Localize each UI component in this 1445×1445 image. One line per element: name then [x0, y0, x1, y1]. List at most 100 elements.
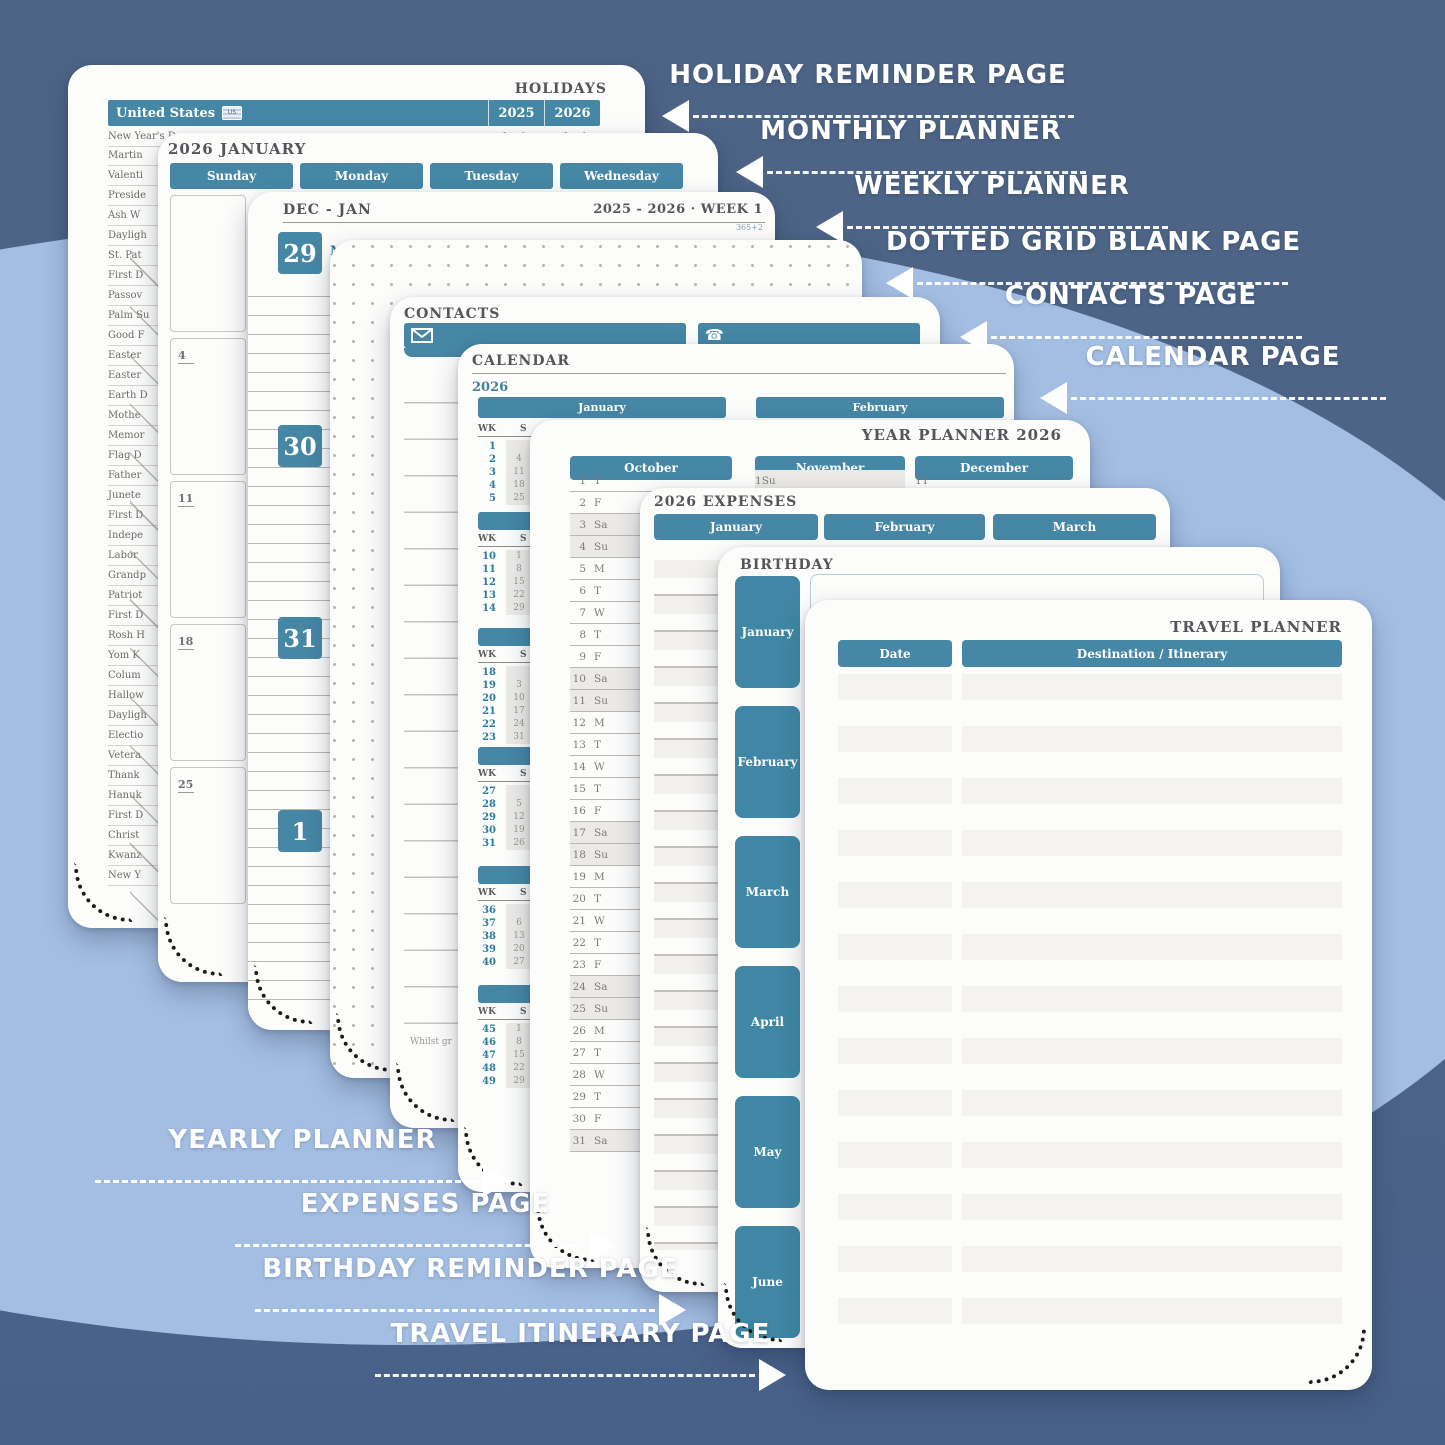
- weekday-header: Sunday: [170, 163, 293, 189]
- wk-column-header: WK: [478, 1007, 496, 1017]
- weekday-abbr: Sa: [594, 1134, 608, 1147]
- week-row: 29 12: [478, 811, 738, 824]
- year-planner-title: YEAR PLANNER 2026: [861, 426, 1062, 444]
- week-row: 11 8: [478, 563, 738, 576]
- weekday-abbr: T: [594, 892, 602, 905]
- week-row: 31 26: [478, 837, 738, 850]
- day-number-square: 31: [278, 617, 322, 659]
- year-2025-header: 2025: [488, 100, 544, 126]
- day-number: 5: [579, 562, 586, 575]
- month-tab: January: [735, 576, 800, 688]
- weekday-abbr: Su: [594, 540, 608, 553]
- weekday-abbr: F: [594, 496, 602, 509]
- birthday-title: BIRTHDAY: [740, 557, 834, 573]
- week-number: 1: [489, 441, 496, 452]
- day-number: 20: [572, 892, 586, 905]
- sunday-date: 4: [506, 453, 532, 466]
- expenses-title: 2026 EXPENSES: [654, 494, 798, 510]
- week-row: 12 15: [478, 576, 738, 589]
- holiday-name: Dayligh: [108, 230, 147, 241]
- holiday-name: Dayligh: [108, 710, 147, 721]
- weekday-abbr: W: [594, 1068, 605, 1081]
- week-rows: 36 37 6 38 13: [478, 904, 738, 969]
- day-number-square: 30: [278, 425, 322, 467]
- country-name: United States: [116, 105, 216, 121]
- envelope-icon: [411, 328, 433, 343]
- day-number: 14: [572, 760, 586, 773]
- week-number: 40: [482, 957, 496, 968]
- arrow-right-icon: [483, 1165, 510, 1197]
- holiday-name: Yom K: [108, 650, 140, 661]
- week-row: 10 1: [478, 550, 738, 563]
- holiday-name: Junete: [108, 490, 141, 501]
- weekday-abbr: W: [594, 760, 605, 773]
- week-row: 5 25: [478, 492, 738, 505]
- dashed-line: [767, 170, 1086, 174]
- week-row: 13 22: [478, 589, 738, 602]
- dashed-line: [1071, 396, 1386, 400]
- label-holiday-reminder: HOLIDAY REMINDER PAGE: [662, 60, 1074, 132]
- weekday-abbr: T: [594, 738, 602, 751]
- week-number: 13: [482, 590, 496, 601]
- holiday-name: Easter: [108, 370, 142, 381]
- week-row: 46 8: [478, 1036, 738, 1049]
- january-header: January: [478, 397, 726, 418]
- sunday-date: 19: [506, 824, 532, 837]
- date-column-header: Date: [838, 640, 952, 667]
- march-header: March: [993, 514, 1156, 540]
- week-row: 1: [478, 440, 738, 453]
- arrow-left-icon: [736, 156, 763, 188]
- sunday-date: 17: [506, 705, 532, 718]
- week-row: 27: [478, 785, 738, 798]
- week-rows: 18 19 3 20 10: [478, 666, 738, 744]
- week-row: 45 1: [478, 1023, 738, 1036]
- month-week-group: WK S 1 2 4: [478, 424, 738, 505]
- weekday-abbr: T: [594, 936, 602, 949]
- week-number: 10: [482, 551, 496, 562]
- day-number: 10: [572, 672, 586, 685]
- day-number: 2: [579, 496, 586, 509]
- dashed-line: [693, 114, 1074, 118]
- destination-rows: [962, 674, 1342, 1350]
- week-row: 22 24: [478, 718, 738, 731]
- week-number: 19: [482, 680, 496, 691]
- dashed-line: [847, 225, 1168, 229]
- day-number: 26: [572, 1024, 586, 1037]
- day-number: 18: [178, 635, 194, 650]
- wk-column-header: WK: [478, 534, 496, 544]
- week-number: 30: [482, 825, 496, 836]
- wk-header-row: WK S: [478, 769, 542, 782]
- week-number: 11: [482, 564, 496, 575]
- day-number: 6: [579, 584, 586, 597]
- day-number: 9: [579, 650, 586, 663]
- sunday-date: 22: [506, 1062, 532, 1075]
- weekday-abbr: Sa: [594, 980, 608, 993]
- week-rows: 1 2 4 3 11: [478, 440, 738, 505]
- label-expenses-page: EXPENSES PAGE: [235, 1189, 616, 1261]
- holiday-name: Palm Su: [108, 310, 150, 321]
- label-travel-itinerary: TRAVEL ITINERARY PAGE: [375, 1319, 786, 1391]
- label-yearly-planner: YEARLY PLANNER: [95, 1125, 510, 1197]
- day-number: 18: [572, 848, 586, 861]
- holiday-name: First D: [108, 270, 144, 281]
- holiday-name: First D: [108, 610, 144, 621]
- week-row: 38 13: [478, 930, 738, 943]
- holiday-name: Thank: [108, 770, 140, 781]
- january-header: January: [654, 514, 818, 540]
- holiday-name: Valenti: [108, 170, 144, 181]
- weekday-abbr: M: [594, 870, 605, 883]
- label-dotted-grid: DOTTED GRID BLANK PAGE: [886, 227, 1300, 299]
- holiday-name: Easter: [108, 350, 142, 361]
- weekday-abbr: T: [594, 628, 602, 641]
- dashed-line: [375, 1373, 755, 1377]
- sunday-date: 5: [506, 798, 532, 811]
- day-number: 25: [178, 778, 194, 793]
- day-number: 8: [579, 628, 586, 641]
- label-birthday-reminder: BIRTHDAY REMINDER PAGE: [255, 1254, 686, 1326]
- holiday-name: Electio: [108, 730, 144, 741]
- sunday-date: 31: [506, 731, 532, 744]
- wk-header-row: WK S: [478, 1007, 542, 1020]
- holiday-name: Colum: [108, 670, 141, 681]
- day-cell: 4: [170, 338, 246, 475]
